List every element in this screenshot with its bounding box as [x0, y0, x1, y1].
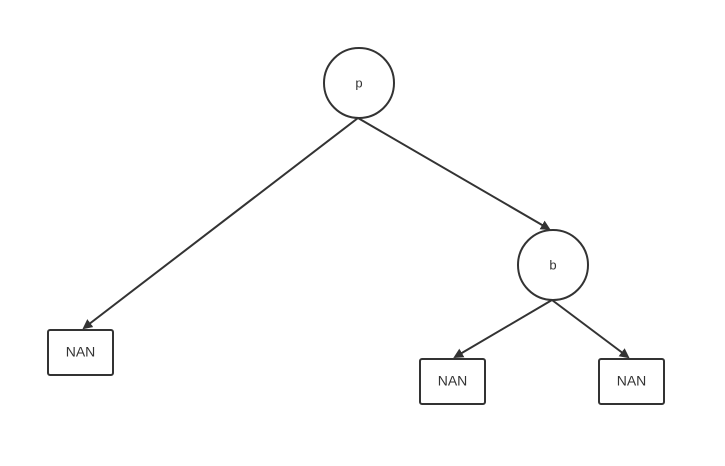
- node-root: p: [323, 47, 395, 119]
- leaf-left-box: [47, 329, 114, 376]
- leaf-left: NAN: [47, 329, 114, 376]
- node-b: b: [517, 229, 589, 301]
- node-b-label: b: [549, 257, 556, 272]
- leaf-bottom-left-label: NAN: [438, 373, 468, 389]
- node-b-circle: [517, 229, 589, 301]
- edge-node-b-to-leaf-bottom-right: [551, 299, 630, 359]
- leaf-bottom-left: NAN: [419, 358, 486, 405]
- leaf-bottom-right-label: NAN: [617, 373, 647, 389]
- leaf-bottom-left-box: [419, 358, 486, 405]
- node-root-label: p: [355, 75, 362, 90]
- leaf-bottom-right: NAN: [598, 358, 665, 405]
- edge-root-to-leaf-left: [82, 117, 359, 330]
- leaf-bottom-right-box: [598, 358, 665, 405]
- edge-root-to-node-b: [357, 117, 551, 231]
- leaf-left-label: NAN: [66, 344, 96, 360]
- edge-node-b-to-leaf-bottom-left: [453, 299, 553, 359]
- node-root-circle: [323, 47, 395, 119]
